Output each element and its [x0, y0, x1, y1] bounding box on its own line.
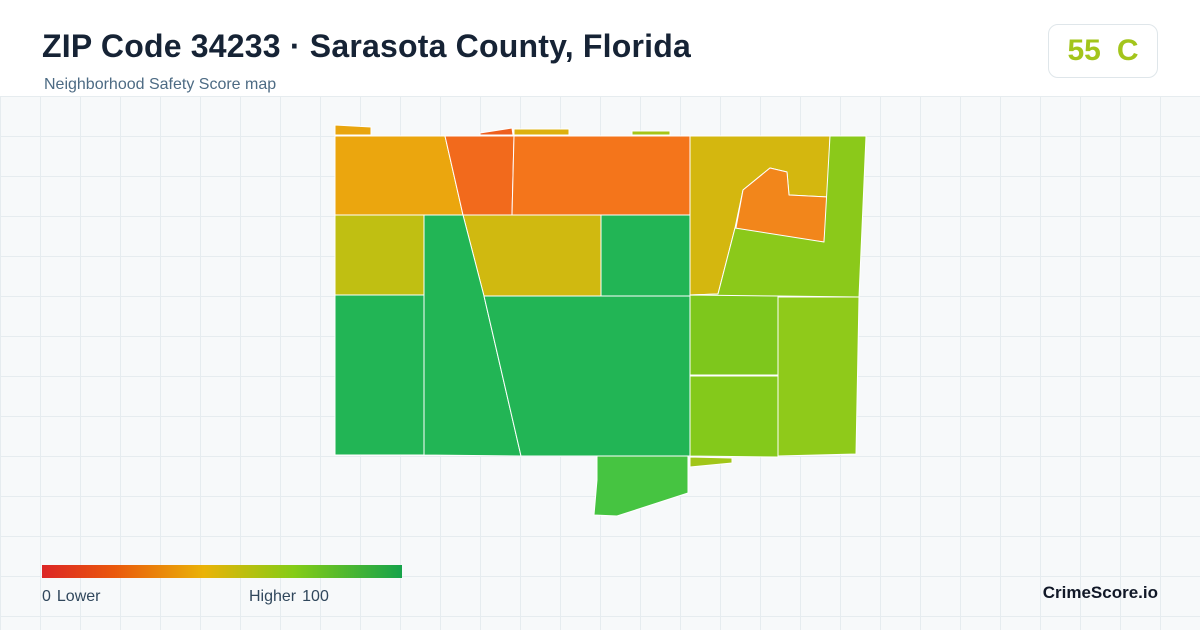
legend-low-label: Lower	[56, 588, 101, 605]
region-north-sliver-a[interactable]	[479, 127, 514, 136]
region-west-middle[interactable]	[334, 214, 425, 296]
region-center-east-middle[interactable]	[600, 214, 691, 297]
region-southwest[interactable]	[334, 294, 425, 456]
region-southeast-lower[interactable]	[689, 375, 779, 458]
score-badge: 55 C	[1048, 24, 1158, 78]
region-nw-sliver[interactable]	[334, 124, 372, 136]
region-center-middle[interactable]	[462, 214, 602, 297]
region-north-center-east[interactable]	[511, 135, 691, 216]
header	[0, 0, 1200, 96]
region-north-sliver-c[interactable]	[631, 130, 671, 136]
page-subtitle: Neighborhood Safety Score map	[44, 76, 277, 93]
page-title: ZIP Code 34233 · Sarasota County, Florid…	[42, 28, 691, 64]
legend-low: 0 Lower	[42, 588, 106, 606]
region-north-sliver-b[interactable]	[513, 128, 570, 136]
score-value: 55	[1067, 34, 1101, 67]
legend-low-value: 0	[42, 588, 51, 605]
region-east-middle[interactable]	[777, 296, 860, 457]
region-south-tab[interactable]	[593, 455, 689, 517]
legend-high-value: 100	[302, 588, 329, 605]
region-southeast-inner[interactable]	[689, 294, 779, 376]
legend-high-label: Higher	[249, 588, 297, 605]
region-south-sliver[interactable]	[689, 456, 733, 468]
region-nw-block[interactable]	[334, 135, 464, 216]
legend-high: Higher 100	[249, 588, 335, 606]
score-grade: C	[1116, 34, 1139, 67]
brand-logo[interactable]: CrimeScore.io	[1042, 583, 1158, 602]
legend-gradient-bar	[42, 565, 402, 578]
